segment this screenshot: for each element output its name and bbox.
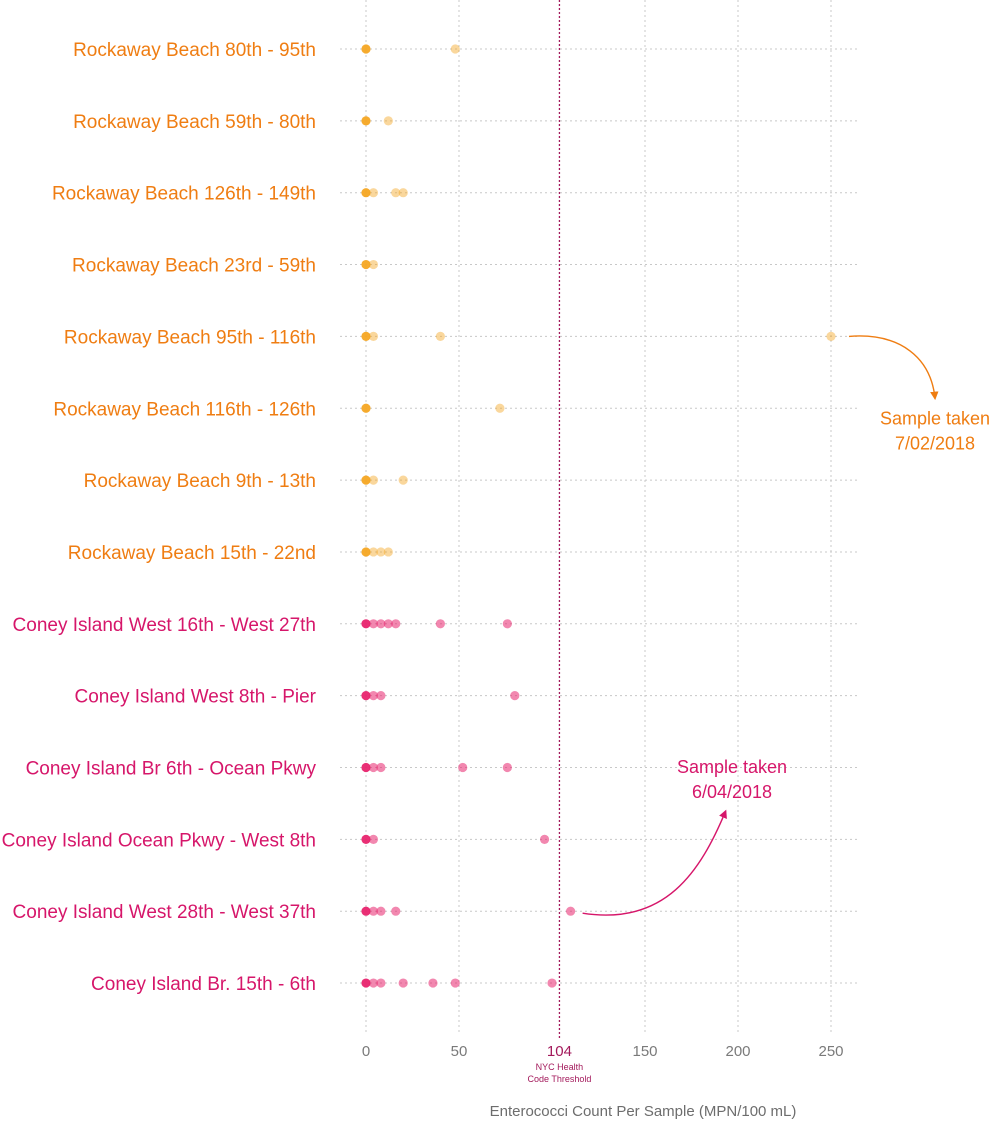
- data-point: [368, 547, 379, 557]
- data-points: [361, 44, 836, 988]
- data-point: [368, 978, 379, 988]
- data-point: [398, 978, 408, 988]
- data-point: [368, 906, 379, 916]
- data-point: [376, 547, 386, 557]
- data-point: [826, 331, 836, 341]
- data-point: [361, 331, 371, 341]
- data-point: [361, 691, 371, 701]
- data-point: [361, 44, 371, 54]
- data-point: [361, 259, 371, 270]
- data-point: [361, 116, 371, 126]
- data-point: [376, 978, 386, 988]
- data-point: [391, 619, 401, 629]
- beach-label: Coney Island West 8th - Pier: [75, 687, 317, 708]
- x-tick-label-250: 250: [818, 1043, 843, 1060]
- data-point: [376, 619, 386, 629]
- x-tick-label-50: 50: [451, 1043, 468, 1060]
- beach-label: Coney Island Ocean Pkwy - West 8th: [2, 830, 316, 851]
- data-point: [368, 259, 379, 270]
- data-point: [428, 978, 438, 988]
- annotations: Sample taken 7/02/2018 Sample taken 6/04/20…: [582, 335, 990, 916]
- data-point: [368, 619, 379, 629]
- threshold-note-line2: Code Threshold: [528, 1074, 592, 1084]
- data-point: [398, 475, 408, 485]
- beach-label: Coney Island Br. 15th - 6th: [91, 974, 316, 995]
- data-point: [435, 619, 445, 629]
- row-guide-lines: [340, 48, 860, 984]
- data-point: [566, 906, 576, 916]
- data-point: [368, 762, 379, 773]
- data-point: [368, 188, 379, 198]
- beach-label: Rockaway Beach 126th - 149th: [52, 184, 316, 205]
- annotation-line2: 7/02/2018: [895, 433, 975, 453]
- beach-label: Rockaway Beach 15th - 22nd: [68, 543, 316, 564]
- data-point: [361, 906, 371, 916]
- data-point: [361, 619, 371, 629]
- data-point: [361, 403, 371, 413]
- data-point: [383, 116, 393, 126]
- x-tick-label-200: 200: [725, 1043, 750, 1060]
- annotation-line2: 6/04/2018: [692, 782, 772, 802]
- grid-lines: [365, 0, 832, 1032]
- data-point: [376, 691, 386, 701]
- threshold-note-line1: NYC Health: [536, 1062, 584, 1072]
- data-point: [539, 834, 550, 844]
- data-point: [368, 475, 379, 485]
- data-point: [435, 331, 445, 341]
- annotation-arrow: [848, 335, 939, 401]
- data-point: [376, 762, 386, 773]
- beach-label: Rockaway Beach 23rd - 59th: [72, 256, 316, 277]
- beach-label: Rockaway Beach 9th - 13th: [84, 471, 316, 492]
- data-point: [510, 691, 520, 701]
- data-point: [450, 44, 460, 54]
- data-point: [547, 978, 557, 988]
- beach-label: Rockaway Beach 80th - 95th: [73, 40, 316, 61]
- data-point: [398, 188, 408, 198]
- data-point: [361, 188, 371, 198]
- x-axis-title: Enterococci Count Per Sample (MPN/100 mL…: [490, 1103, 797, 1120]
- annotation-line1: Sample taken: [677, 757, 787, 777]
- x-tick-label-0: 0: [362, 1043, 370, 1060]
- annotation-line1: Sample taken: [880, 408, 990, 428]
- data-point: [368, 834, 379, 844]
- data-point: [391, 906, 401, 916]
- beach-label: Rockaway Beach 59th - 80th: [73, 112, 316, 133]
- data-point: [383, 547, 393, 557]
- beach-label: Coney Island Br 6th - Ocean Pkwy: [26, 759, 317, 780]
- x-tick-label-150: 150: [632, 1043, 657, 1060]
- threshold-tick-label: 104: [547, 1043, 572, 1060]
- data-point: [450, 978, 460, 988]
- beach-label: Rockaway Beach 116th - 126th: [53, 399, 316, 420]
- data-point: [361, 475, 371, 485]
- data-point: [368, 331, 379, 341]
- data-point: [502, 619, 512, 629]
- data-point: [383, 619, 393, 629]
- annotation-arrow: [582, 809, 727, 916]
- data-point: [391, 188, 401, 198]
- data-point: [458, 762, 468, 773]
- data-point: [502, 762, 512, 773]
- beach-label: Coney Island West 28th - West 37th: [13, 902, 316, 923]
- data-point: [368, 691, 379, 701]
- beach-label: Coney Island West 16th - West 27th: [13, 615, 316, 636]
- threshold-marker: 104 NYC Health Code Threshold: [528, 0, 592, 1084]
- data-point: [361, 762, 371, 773]
- data-point: [361, 547, 371, 557]
- data-point: [376, 906, 386, 916]
- data-point: [361, 834, 371, 844]
- beach-labels: Rockaway Beach 80th - 95th Rockaway Beach…: [2, 40, 317, 995]
- x-axis-ticks: 0 50 150 200 250: [362, 1043, 844, 1060]
- beach-label: Rockaway Beach 95th - 116th: [64, 327, 316, 348]
- data-point: [495, 403, 505, 413]
- data-point: [361, 978, 371, 988]
